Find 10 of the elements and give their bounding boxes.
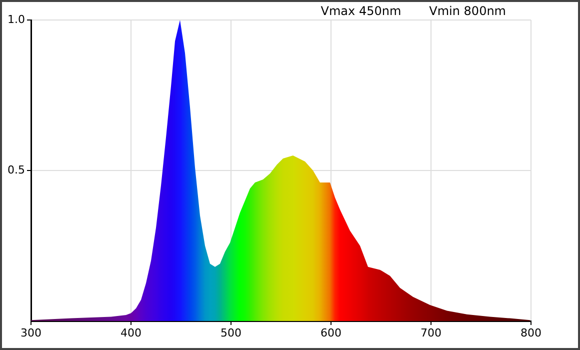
x-tick-label: 700 <box>420 326 442 340</box>
y-tick-label: 0.5 <box>8 163 25 176</box>
y-tick-label: 1.0 <box>8 12 25 26</box>
x-tick-label: 400 <box>120 326 142 340</box>
x-tick-label: 500 <box>220 326 242 340</box>
text: Vmax 450nm <box>320 4 402 18</box>
x-tick-label: 800 <box>520 326 542 340</box>
text: Vmin 800nm <box>429 4 506 18</box>
x-tick-label: 300 <box>20 326 42 340</box>
x-tick-label: 600 <box>320 326 342 340</box>
